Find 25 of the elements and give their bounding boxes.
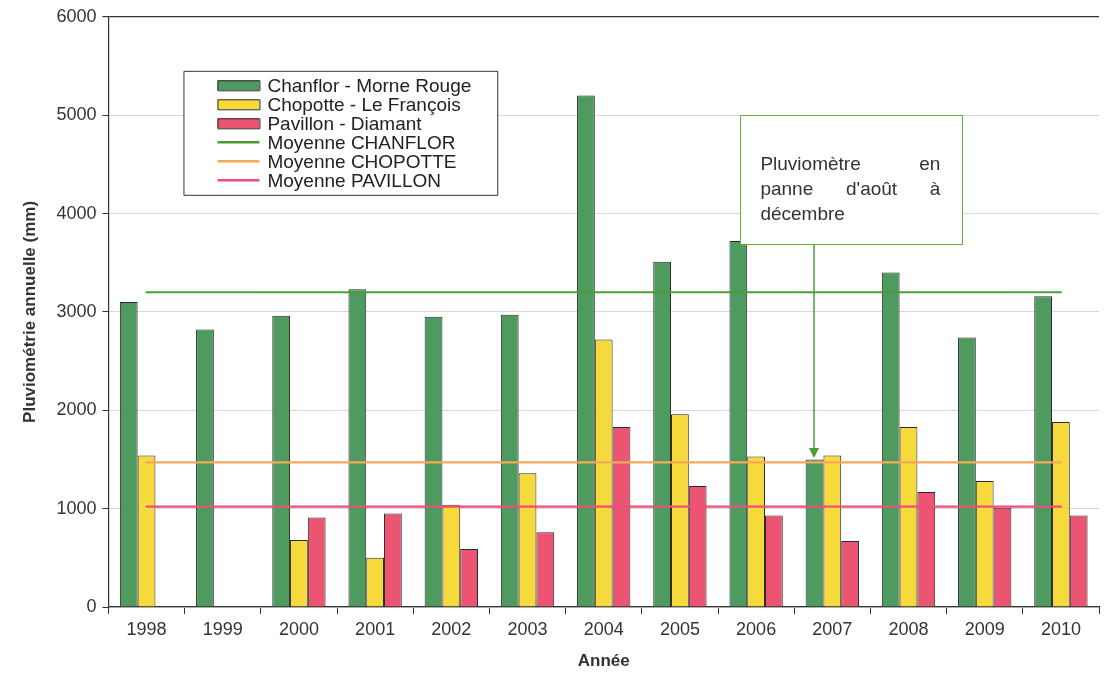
x-axis-title: Année [577,651,630,671]
x-tick-label: 1999 [202,618,243,639]
y-tick-label: 5000 [56,104,97,125]
x-tick-label: 2008 [888,618,929,639]
x-tick-label: 2001 [355,618,396,639]
x-tick-label: 2005 [659,618,700,639]
y-axis-title: Pluviométrie annuelle (mm) [19,200,39,423]
legend-label: Chanflor - Morne Rouge [267,74,472,96]
x-tick-label: 2007 [812,618,853,639]
x-tick-label: 2000 [278,618,319,639]
x-tick-label: 2010 [1040,618,1081,639]
y-tick-label: 2000 [56,399,97,420]
x-tick-label: 2003 [507,618,548,639]
y-tick-label: 3000 [56,300,97,321]
x-tick-label: 1998 [126,618,167,639]
y-tick-label: 6000 [56,5,97,26]
y-tick-label: 4000 [56,202,97,223]
y-tick-label: 1000 [56,497,97,518]
annotation: Pluviomètre en panne d'août à décembre [760,151,941,226]
x-tick-label: 2006 [736,618,777,639]
x-tick-label: 2009 [964,618,1005,639]
y-tick-label: 0 [86,595,97,616]
legend-label: Moyenne CHANFLOR [267,131,456,153]
x-tick-label: 2002 [431,618,472,639]
x-tick-label: 2004 [583,618,624,639]
